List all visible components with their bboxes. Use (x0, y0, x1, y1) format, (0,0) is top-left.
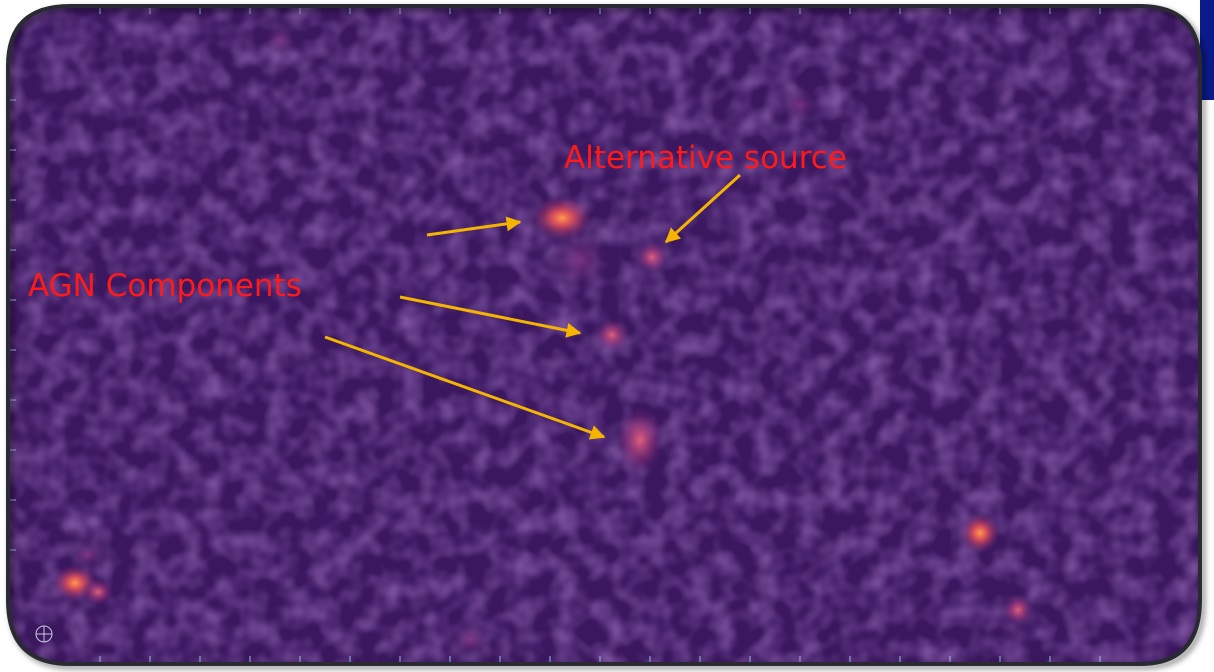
page: {"annotations": {"alternative_source": "… (0, 0, 1214, 672)
side-strip (1200, 0, 1214, 100)
screenshot: Alternative source AGN Components (0, 0, 1214, 672)
annotation-label: Alternative source (564, 140, 847, 176)
annotation-label: AGN Components (28, 268, 302, 304)
compass-icon (36, 626, 52, 642)
sky-image (0, 0, 1214, 672)
